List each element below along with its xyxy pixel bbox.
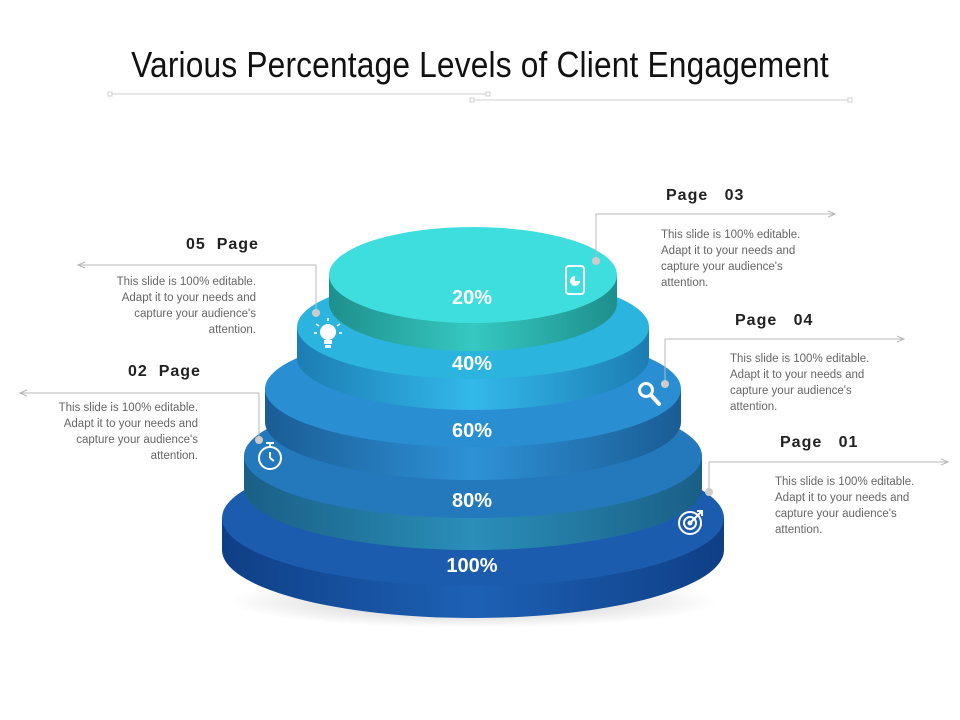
connector-lines (20, 214, 948, 492)
callout-page03-text: This slide is 100% editable. Adapt it to… (661, 229, 801, 289)
callout-page05-heading: 05 Page (186, 236, 259, 253)
level-label-100: 100% (446, 555, 498, 577)
callout-page02-heading: 02 Page (128, 363, 201, 380)
magnifier-icon (638, 382, 661, 406)
tablet-chart-icon (565, 265, 585, 295)
target-icon (678, 510, 703, 535)
level-label-80: 80% (451, 490, 493, 512)
stopwatch-icon (258, 442, 282, 470)
callout-page04-text: This slide is 100% editable. Adapt it to… (730, 353, 870, 413)
callout-page03-heading: Page 03 (666, 187, 745, 204)
level-label-40: 40% (451, 353, 493, 375)
callout-page02-text: This slide is 100% editable. Adapt it to… (58, 402, 198, 462)
callout-page01-heading: Page 01 (780, 434, 859, 451)
slide-title: Various Percentage Levels of Client Enga… (131, 44, 829, 85)
level-label-20: 20% (451, 287, 493, 309)
title-underline (107, 91, 853, 103)
callout-page01-text: This slide is 100% editable. Adapt it to… (775, 476, 915, 536)
tier-20 (329, 227, 617, 351)
callout-page04-heading: Page 04 (735, 312, 814, 329)
connector-dots (255, 257, 713, 496)
level-label-60: 60% (451, 420, 493, 442)
callout-page05-text: This slide is 100% editable. Adapt it to… (116, 276, 256, 336)
lightbulb-icon (314, 318, 342, 348)
